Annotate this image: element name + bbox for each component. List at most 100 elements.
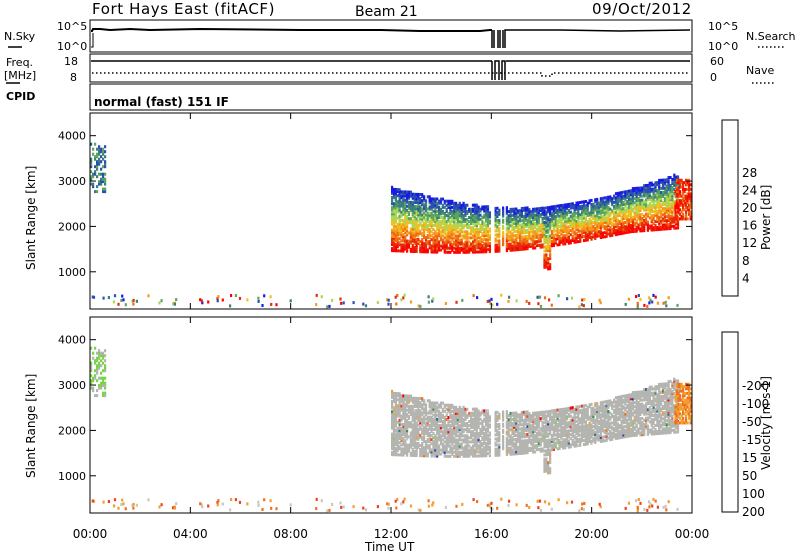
velocity-cell [532, 415, 535, 419]
power-cell [520, 223, 523, 227]
power-cell [483, 209, 486, 213]
power-cell [464, 246, 467, 250]
power-cell [92, 152, 95, 156]
power-cell [451, 212, 454, 215]
velocity-cell [558, 443, 561, 446]
velocity-cell [445, 424, 448, 428]
velocity-cell [419, 452, 422, 456]
power-cell [676, 224, 680, 228]
power-cell [511, 209, 514, 213]
power-cell [92, 182, 95, 186]
velocity-cell [547, 440, 550, 444]
velocity-cell [498, 453, 501, 457]
velocity-cell [460, 442, 463, 446]
power-cell [428, 207, 431, 211]
velocity-cell [415, 450, 418, 453]
velocity-cell [558, 447, 561, 451]
power-cell [643, 202, 646, 206]
velocity-cell [398, 402, 401, 406]
velocity-cell [541, 420, 544, 424]
power-cell [515, 236, 518, 240]
power-cell [545, 222, 548, 226]
power-cell [430, 226, 433, 229]
power-cell [656, 181, 659, 185]
power-cell [396, 222, 399, 226]
velocity-cell [428, 419, 431, 423]
power-cell [447, 240, 450, 244]
velocity-cell [518, 437, 522, 441]
velocity-cell [421, 427, 424, 431]
velocity-cell [449, 411, 452, 415]
velocity-cell [562, 409, 565, 413]
velocity-cell [406, 447, 409, 451]
velocity-cell [549, 414, 552, 417]
power-cell [620, 195, 623, 199]
power-cell [466, 248, 469, 252]
velocity-cell [509, 448, 512, 452]
power-cell [413, 201, 416, 204]
power-cell [558, 239, 561, 242]
power-cell [535, 240, 539, 244]
velocity-cell [496, 416, 499, 420]
power-cell [486, 299, 489, 303]
power-cell [392, 247, 396, 251]
power-cell [637, 188, 640, 192]
power-cell [613, 229, 616, 233]
velocity-cell [562, 420, 565, 423]
power-cell [669, 176, 672, 179]
velocity-cell [441, 401, 444, 405]
power-cell [498, 243, 501, 247]
power-cell [392, 190, 396, 193]
power-cell [577, 205, 580, 209]
power-cell [404, 208, 407, 212]
power-cell [641, 225, 644, 229]
power-cell [402, 208, 405, 212]
velocity-cell [530, 418, 533, 422]
power-cell [423, 195, 426, 199]
velocity-cell [394, 402, 397, 406]
velocity-cell [409, 441, 412, 445]
velocity-cell [447, 450, 450, 454]
velocity-cell [396, 441, 399, 445]
velocity-cell [486, 448, 490, 451]
power-cell [413, 213, 416, 217]
power-cell [661, 223, 665, 227]
power-cell [663, 223, 666, 227]
power-cell [460, 214, 463, 217]
power-cell [507, 244, 510, 248]
power-cell [471, 246, 475, 250]
velocity-cell [485, 444, 488, 447]
power-cell [596, 230, 599, 234]
power-cell [688, 185, 691, 189]
velocity-cell [415, 437, 418, 441]
velocity-cell [494, 451, 497, 455]
power-cell [485, 250, 488, 254]
velocity-cell [556, 427, 559, 430]
power-cell [669, 202, 672, 206]
power-cell [567, 202, 570, 206]
velocity-cell [432, 446, 435, 450]
velocity-cell [447, 438, 450, 442]
velocity-cell [558, 428, 561, 432]
velocity-cell [539, 427, 542, 431]
velocity-cell [464, 411, 467, 415]
power-cell [439, 209, 443, 213]
velocity-cell [562, 430, 565, 434]
power-cell [404, 237, 407, 241]
power-cell [539, 229, 542, 233]
velocity-cell [471, 448, 475, 452]
power-cell [394, 212, 397, 216]
velocity-cell [456, 440, 459, 444]
velocity-cell [392, 398, 396, 402]
velocity-cell [400, 453, 403, 457]
power-cell [686, 194, 689, 198]
power-cell [603, 212, 606, 216]
power-cell [582, 206, 586, 210]
power-cell [688, 187, 691, 191]
power-cell [556, 212, 559, 216]
power-cell [562, 228, 565, 232]
power-cell [453, 218, 456, 222]
velocity-cell [502, 443, 505, 447]
power-cell [507, 228, 510, 232]
power-cell [677, 210, 680, 214]
